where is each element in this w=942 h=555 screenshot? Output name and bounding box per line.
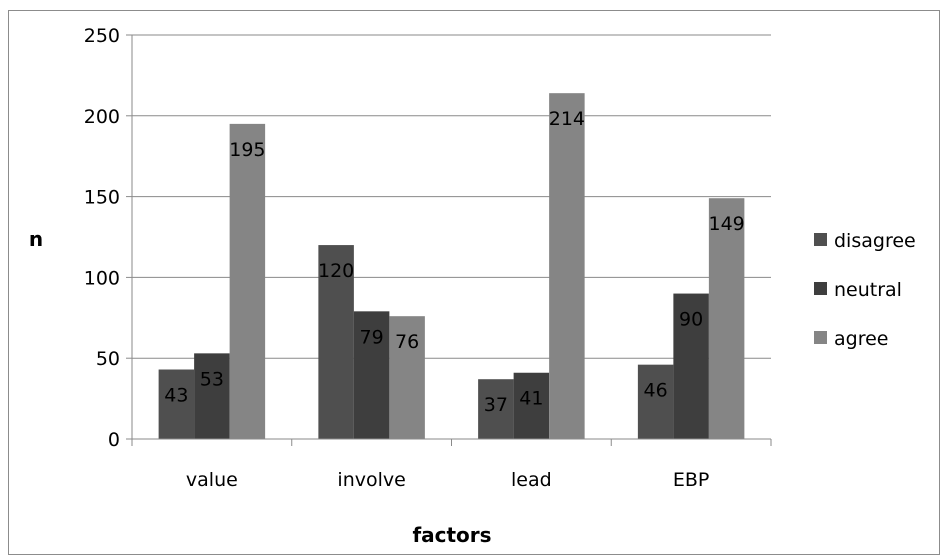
bar-disagree-involve (318, 245, 354, 439)
legend-swatch-neutral (814, 282, 827, 295)
bar-disagree-EBP (637, 364, 674, 439)
y-tick-label: 150 (84, 187, 120, 209)
x-tick-label: value (186, 469, 238, 491)
bar-disagree-lead (478, 379, 514, 439)
axes (126, 34, 772, 446)
data-label: 149 (708, 213, 744, 235)
y-tick-label: 200 (84, 106, 120, 128)
data-label: 43 (164, 385, 188, 407)
tick-labels: 0 50 100 150 200 250 value involve lead EBP (84, 25, 710, 491)
bar-agree-EBP (708, 198, 745, 439)
bar-agree-value (229, 123, 266, 439)
legend-swatch-agree (814, 331, 827, 344)
data-label: 46 (644, 380, 668, 402)
data-labels: 43 53 195 120 79 76 37 41 214 46 90 149 (164, 108, 744, 416)
legend: disagree neutral agree (814, 230, 916, 350)
bar-neutral-lead (513, 372, 550, 439)
data-label: 37 (484, 394, 508, 416)
data-label: 53 (200, 368, 224, 390)
legend-swatch-disagree (814, 233, 827, 246)
data-label: 41 (519, 388, 543, 410)
bar-neutral-value (194, 353, 230, 439)
legend-label-agree: agree (834, 328, 888, 350)
legend-label-disagree: disagree (834, 230, 916, 252)
x-tick-label: involve (337, 469, 405, 491)
y-tick-label: 100 (84, 267, 120, 289)
data-label: 195 (229, 139, 265, 161)
y-tick-label: 50 (96, 348, 120, 370)
x-tick-label: EBP (673, 469, 710, 491)
data-label: 120 (318, 260, 354, 282)
chart-frame (8, 10, 940, 555)
data-label: 214 (549, 108, 585, 130)
y-axis-title: n (29, 227, 43, 251)
bar-neutral-EBP (673, 293, 709, 439)
x-tick-label: lead (511, 469, 552, 491)
bars (158, 93, 745, 440)
data-label: 79 (360, 326, 384, 348)
data-label: 90 (679, 309, 703, 331)
x-axis-title: factors (412, 523, 491, 547)
bar-agree-lead (549, 93, 585, 440)
bar-disagree-value (158, 369, 195, 439)
bar-agree-involve (389, 316, 425, 439)
y-tick-label: 250 (84, 25, 120, 47)
y-tick-label: 0 (108, 429, 120, 451)
data-label: 76 (395, 331, 419, 353)
bar-neutral-involve (353, 311, 390, 439)
legend-label-neutral: neutral (834, 279, 902, 301)
